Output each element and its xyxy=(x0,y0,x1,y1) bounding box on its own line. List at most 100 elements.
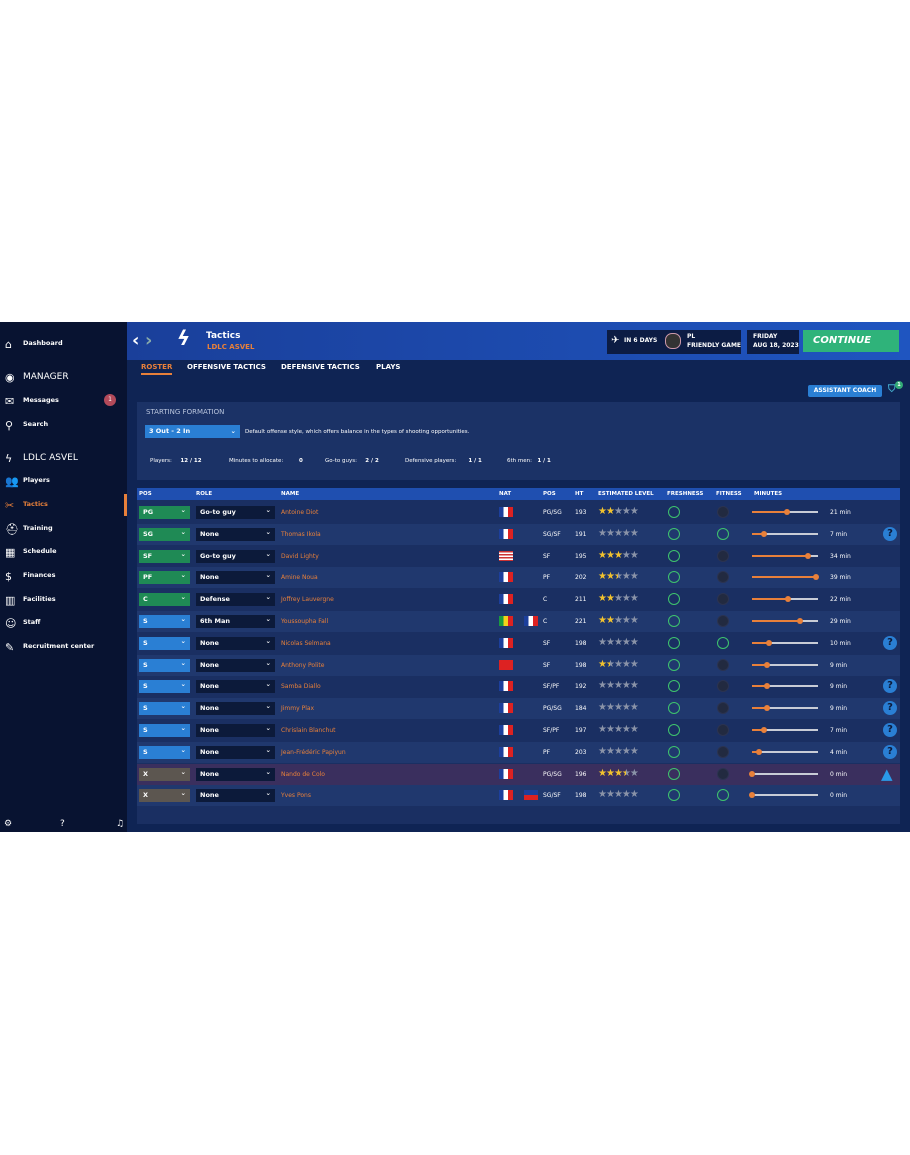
role-select[interactable]: None ⌄ xyxy=(196,767,275,781)
minutes-handle[interactable] xyxy=(760,530,767,537)
minutes-handle[interactable] xyxy=(749,770,755,777)
minutes-handle[interactable] xyxy=(765,639,772,646)
role-select[interactable]: Go-to guy ⌄ xyxy=(196,506,275,519)
position-select[interactable]: SF ⌄ xyxy=(139,549,190,563)
nav-item[interactable]: Recruitment center xyxy=(23,642,95,650)
minutes-handle[interactable] xyxy=(760,727,767,733)
tab[interactable]: DEFENSIVE TACTICS xyxy=(281,363,360,371)
column-header[interactable]: NAT xyxy=(499,491,512,497)
column-header[interactable]: FRESHNESS xyxy=(667,491,704,497)
player-name[interactable]: Chrislain Blanchut xyxy=(281,727,336,734)
position-select[interactable]: X ⌄ xyxy=(139,767,190,781)
warning-icon[interactable]: ▲ xyxy=(881,764,893,783)
player-name[interactable]: Amine Noua xyxy=(281,574,318,582)
role-select[interactable]: None ⌄ xyxy=(196,527,275,541)
minutes-handle[interactable] xyxy=(763,705,770,712)
player-name[interactable]: Thomas Ikola xyxy=(281,530,321,538)
help-icon[interactable]: ? xyxy=(883,744,897,759)
column-header[interactable]: ROLE xyxy=(196,491,213,497)
player-name[interactable]: David Lighty xyxy=(281,552,319,560)
column-header[interactable]: NAME xyxy=(281,491,300,497)
help-icon[interactable]: ? xyxy=(883,723,897,737)
position-select[interactable]: SG ⌄ xyxy=(139,527,190,541)
role-select[interactable]: 6th Man ⌄ xyxy=(196,615,275,628)
player-name[interactable]: Nicolas Selmana xyxy=(281,639,331,647)
nav-item[interactable]: Staff xyxy=(23,618,41,626)
nav-item[interactable]: Search xyxy=(23,420,49,428)
filter-icon[interactable]: ⛉ xyxy=(888,384,896,395)
role-select[interactable]: None ⌄ xyxy=(196,789,275,803)
forward[interactable]: › xyxy=(145,330,153,351)
nav-item[interactable]: LDLC ASVEL xyxy=(23,453,78,463)
position-select[interactable]: S ⌄ xyxy=(139,702,190,716)
nav-item[interactable]: Facilities xyxy=(23,595,56,603)
assistant-coach-button[interactable]: ASSISTANT COACH xyxy=(808,385,882,397)
column-header[interactable]: POS xyxy=(139,491,152,497)
formation-select[interactable]: 3 Out - 2 In ⌄ xyxy=(145,425,240,438)
player-name[interactable]: Joffrey Lauvergne xyxy=(281,596,334,604)
role-select[interactable]: None ⌄ xyxy=(196,745,275,759)
role-select[interactable]: None ⌄ xyxy=(196,680,275,694)
position-select[interactable]: X ⌄ xyxy=(139,789,190,803)
nav-item[interactable]: Tactics xyxy=(23,500,48,508)
minutes-handle[interactable] xyxy=(763,683,770,690)
position-select[interactable]: PF ⌄ xyxy=(139,571,190,585)
position-select[interactable]: S ⌄ xyxy=(139,615,190,628)
minutes-handle[interactable] xyxy=(755,748,762,755)
minutes-handle[interactable] xyxy=(813,574,820,581)
back[interactable]: ‹ xyxy=(132,330,140,351)
minutes-handle[interactable] xyxy=(785,596,792,603)
player-name[interactable]: Jean-Frédéric Papiyun xyxy=(281,748,346,756)
minutes-handle[interactable] xyxy=(796,618,803,624)
player-name[interactable]: Yves Pons xyxy=(281,792,311,800)
role-select[interactable]: None ⌄ xyxy=(196,636,275,650)
position-select[interactable]: S ⌄ xyxy=(139,724,190,737)
nav-item[interactable]: Players xyxy=(23,476,50,484)
column-header[interactable]: MINUTES xyxy=(754,491,783,497)
role-select[interactable]: Defense ⌄ xyxy=(196,593,275,607)
player-name[interactable]: Nando de Colo xyxy=(281,770,325,778)
minutes-handle[interactable] xyxy=(749,792,755,799)
role-select[interactable]: None ⌄ xyxy=(196,724,275,737)
column-header[interactable]: HT xyxy=(575,491,584,497)
tab[interactable]: OFFENSIVE TACTICS xyxy=(187,363,266,371)
minutes-handle[interactable] xyxy=(805,552,812,559)
minutes-handle[interactable] xyxy=(783,509,790,515)
position-select[interactable]: S ⌄ xyxy=(139,680,190,694)
column-header[interactable]: ESTIMATED LEVEL xyxy=(598,491,654,497)
help-icon[interactable]: ? xyxy=(883,635,897,650)
position-select[interactable]: S ⌄ xyxy=(139,745,190,759)
footer-icon[interactable]: ⚙ xyxy=(4,819,13,829)
position-select[interactable]: PG ⌄ xyxy=(139,506,190,519)
help-icon[interactable]: ? xyxy=(883,679,897,694)
player-name[interactable]: Samba Diallo xyxy=(281,683,321,691)
role-select[interactable]: None ⌄ xyxy=(196,702,275,716)
player-name[interactable]: Youssoupha Fall xyxy=(281,618,329,625)
footer-icon[interactable]: ♫ xyxy=(116,819,125,829)
player-name[interactable]: Jimmy Plax xyxy=(281,705,315,713)
role-select[interactable]: Go-to guy ⌄ xyxy=(196,549,275,563)
continue-button[interactable]: CONTINUE xyxy=(803,330,899,352)
nav-item[interactable]: MANAGER xyxy=(23,372,69,382)
player-name[interactable]: Anthony Polite xyxy=(281,661,325,669)
role-select[interactable]: None ⌄ xyxy=(196,658,275,672)
nav-item[interactable]: Training xyxy=(23,524,53,532)
help-icon[interactable]: ? xyxy=(883,526,897,541)
position-select[interactable]: S ⌄ xyxy=(139,636,190,650)
column-header[interactable]: POS xyxy=(543,491,556,497)
nav-item[interactable]: Messages xyxy=(23,396,59,404)
flag xyxy=(499,659,513,670)
help-icon[interactable]: ? xyxy=(883,701,897,716)
role-select[interactable]: None ⌄ xyxy=(196,571,275,585)
column-header[interactable]: FITNESS xyxy=(716,491,742,497)
minutes-handle[interactable] xyxy=(763,661,770,668)
position-select[interactable]: S ⌄ xyxy=(139,658,190,672)
footer-icon[interactable]: ? xyxy=(60,819,65,829)
tab[interactable]: ROSTER xyxy=(141,363,173,375)
nav-item[interactable]: Dashboard xyxy=(23,339,63,347)
nav-item[interactable]: Finances xyxy=(23,571,56,579)
player-name[interactable]: Antoine Diot xyxy=(281,509,319,516)
tab[interactable]: PLAYS xyxy=(376,363,401,371)
nav-item[interactable]: Schedule xyxy=(23,547,57,555)
position-select[interactable]: C ⌄ xyxy=(139,593,190,607)
